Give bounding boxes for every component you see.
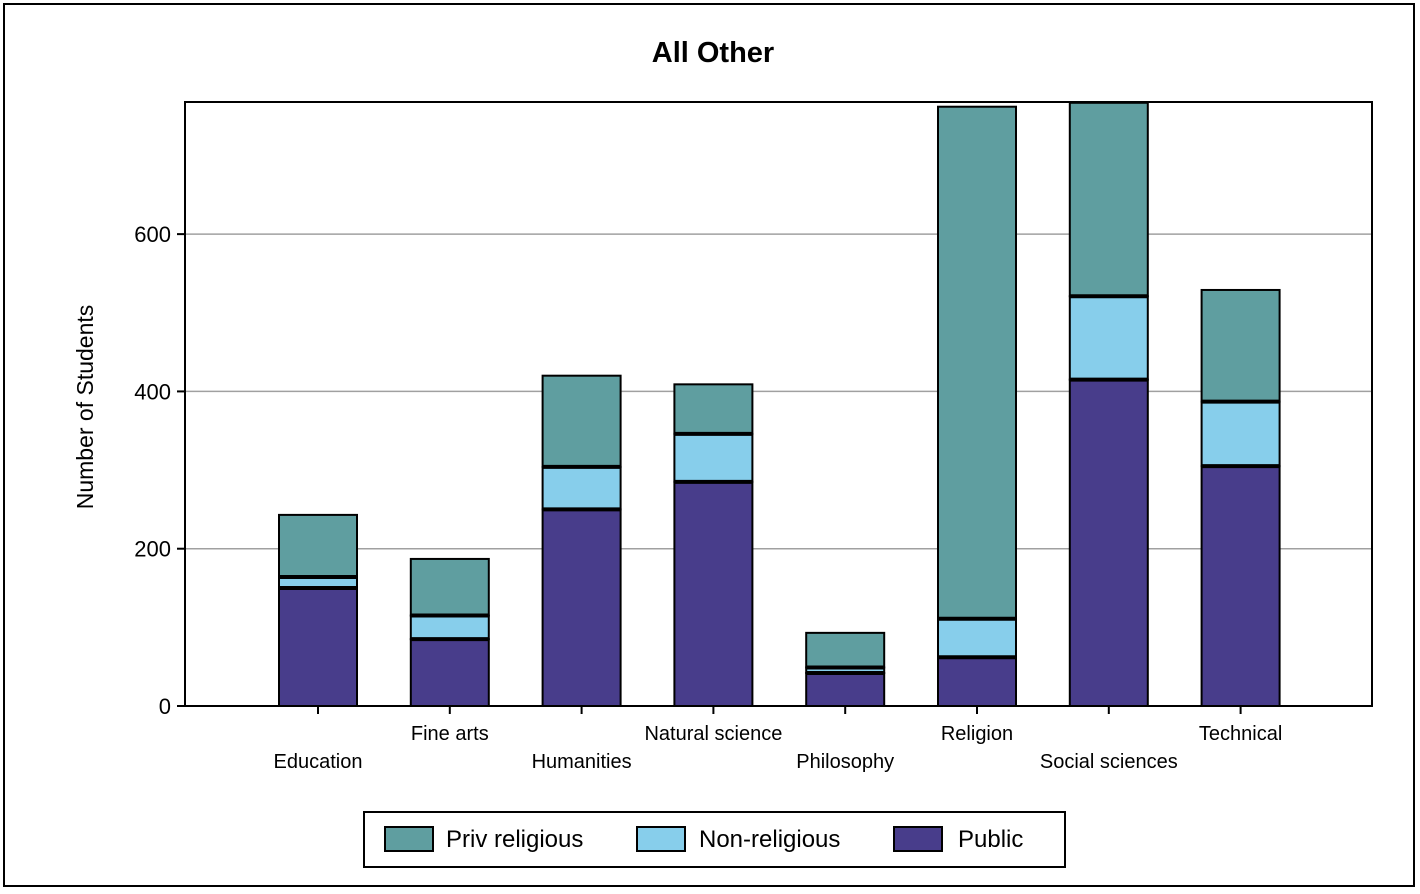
bar-segment bbox=[541, 465, 622, 511]
bar-segment bbox=[937, 617, 1017, 659]
plot-area bbox=[184, 101, 1373, 707]
bar-segment bbox=[541, 508, 622, 707]
bar-segment bbox=[937, 656, 1017, 707]
y-tick-label: 400 bbox=[134, 379, 171, 404]
bar-segment bbox=[409, 614, 490, 641]
y-tick-label: 200 bbox=[134, 537, 171, 562]
x-tick-label: Technical bbox=[1199, 723, 1282, 745]
y-axis: 0 200 400 600 bbox=[134, 222, 185, 719]
legend-swatch bbox=[893, 826, 943, 852]
bar-segment bbox=[673, 432, 754, 483]
bars bbox=[278, 101, 1281, 708]
x-tick-label: Fine arts bbox=[411, 723, 489, 745]
legend-box bbox=[363, 811, 1066, 868]
x-axis: Education Fine arts Humanities Natural scie… bbox=[274, 706, 1282, 773]
bar-segment bbox=[805, 671, 886, 707]
x-tick-label: Humanities bbox=[532, 751, 632, 773]
bar-segment bbox=[1068, 295, 1149, 381]
legend-label: Public bbox=[958, 826, 1023, 853]
x-tick-label: Religion bbox=[941, 723, 1013, 745]
bar-segment bbox=[937, 105, 1017, 620]
bar-segment bbox=[1200, 288, 1281, 403]
bar-segment bbox=[278, 513, 358, 579]
chart-frame: All Other Number of Students 0 200 400 600 … bbox=[3, 3, 1415, 887]
bar-segment bbox=[278, 587, 358, 707]
x-tick-label: Education bbox=[274, 751, 363, 773]
bar-segment bbox=[673, 383, 754, 435]
bar-segment bbox=[1200, 465, 1281, 708]
bar-segment bbox=[673, 480, 754, 707]
bar-segment bbox=[1068, 378, 1149, 707]
legend-swatch bbox=[636, 826, 686, 852]
bar-segment bbox=[1068, 101, 1149, 298]
bar-segment bbox=[409, 557, 490, 617]
x-tick-label: Social sciences bbox=[1040, 751, 1178, 773]
y-axis-label: Number of Students bbox=[72, 305, 98, 510]
gridlines bbox=[185, 233, 1372, 550]
bar-chart: All Other Number of Students 0200400600 … bbox=[72, 37, 1373, 868]
bar-segment bbox=[409, 638, 490, 708]
legend: Priv religious Non-religious Public bbox=[363, 811, 1066, 868]
legend-label: Priv religious bbox=[446, 826, 583, 853]
legend-label: Non-religious bbox=[699, 826, 840, 853]
bar-segment bbox=[541, 374, 622, 468]
chart-title: All Other bbox=[652, 37, 774, 69]
bar-segment bbox=[805, 631, 886, 669]
y-tick-label: 0 bbox=[159, 694, 171, 719]
y-tick-label: 600 bbox=[134, 222, 171, 247]
x-tick-label: Natural science bbox=[644, 723, 782, 745]
bar-segment bbox=[1200, 400, 1281, 468]
legend-swatch bbox=[384, 826, 434, 852]
x-tick-label: Philosophy bbox=[796, 751, 894, 773]
